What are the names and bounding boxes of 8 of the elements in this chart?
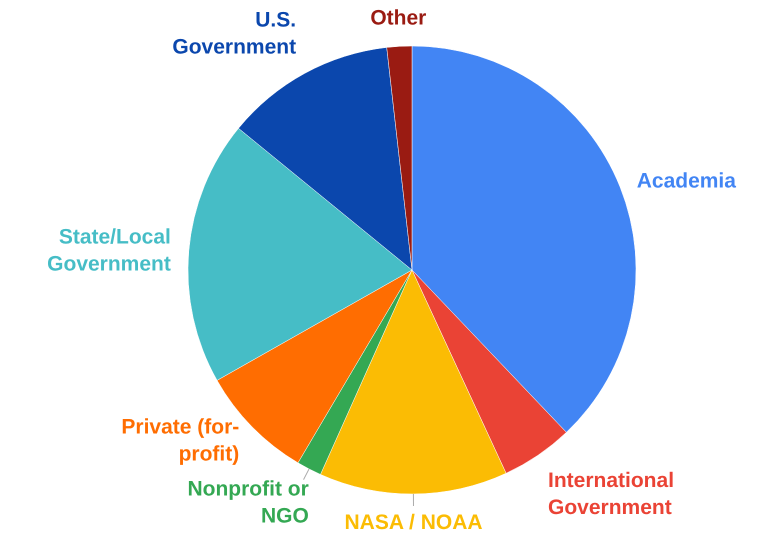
slice-label: Other <box>370 6 426 30</box>
slice-label: Nonprofit or NGO <box>187 478 309 528</box>
slice-label: State/Local Government <box>47 225 171 276</box>
slice-label: U.S. Government <box>172 8 296 59</box>
slice-label: International Government <box>548 468 674 519</box>
slice-label: Academia <box>636 170 736 193</box>
slice-label: NASA / NOAA <box>344 510 483 534</box>
slice-label: Private (for- profit) <box>121 415 240 466</box>
